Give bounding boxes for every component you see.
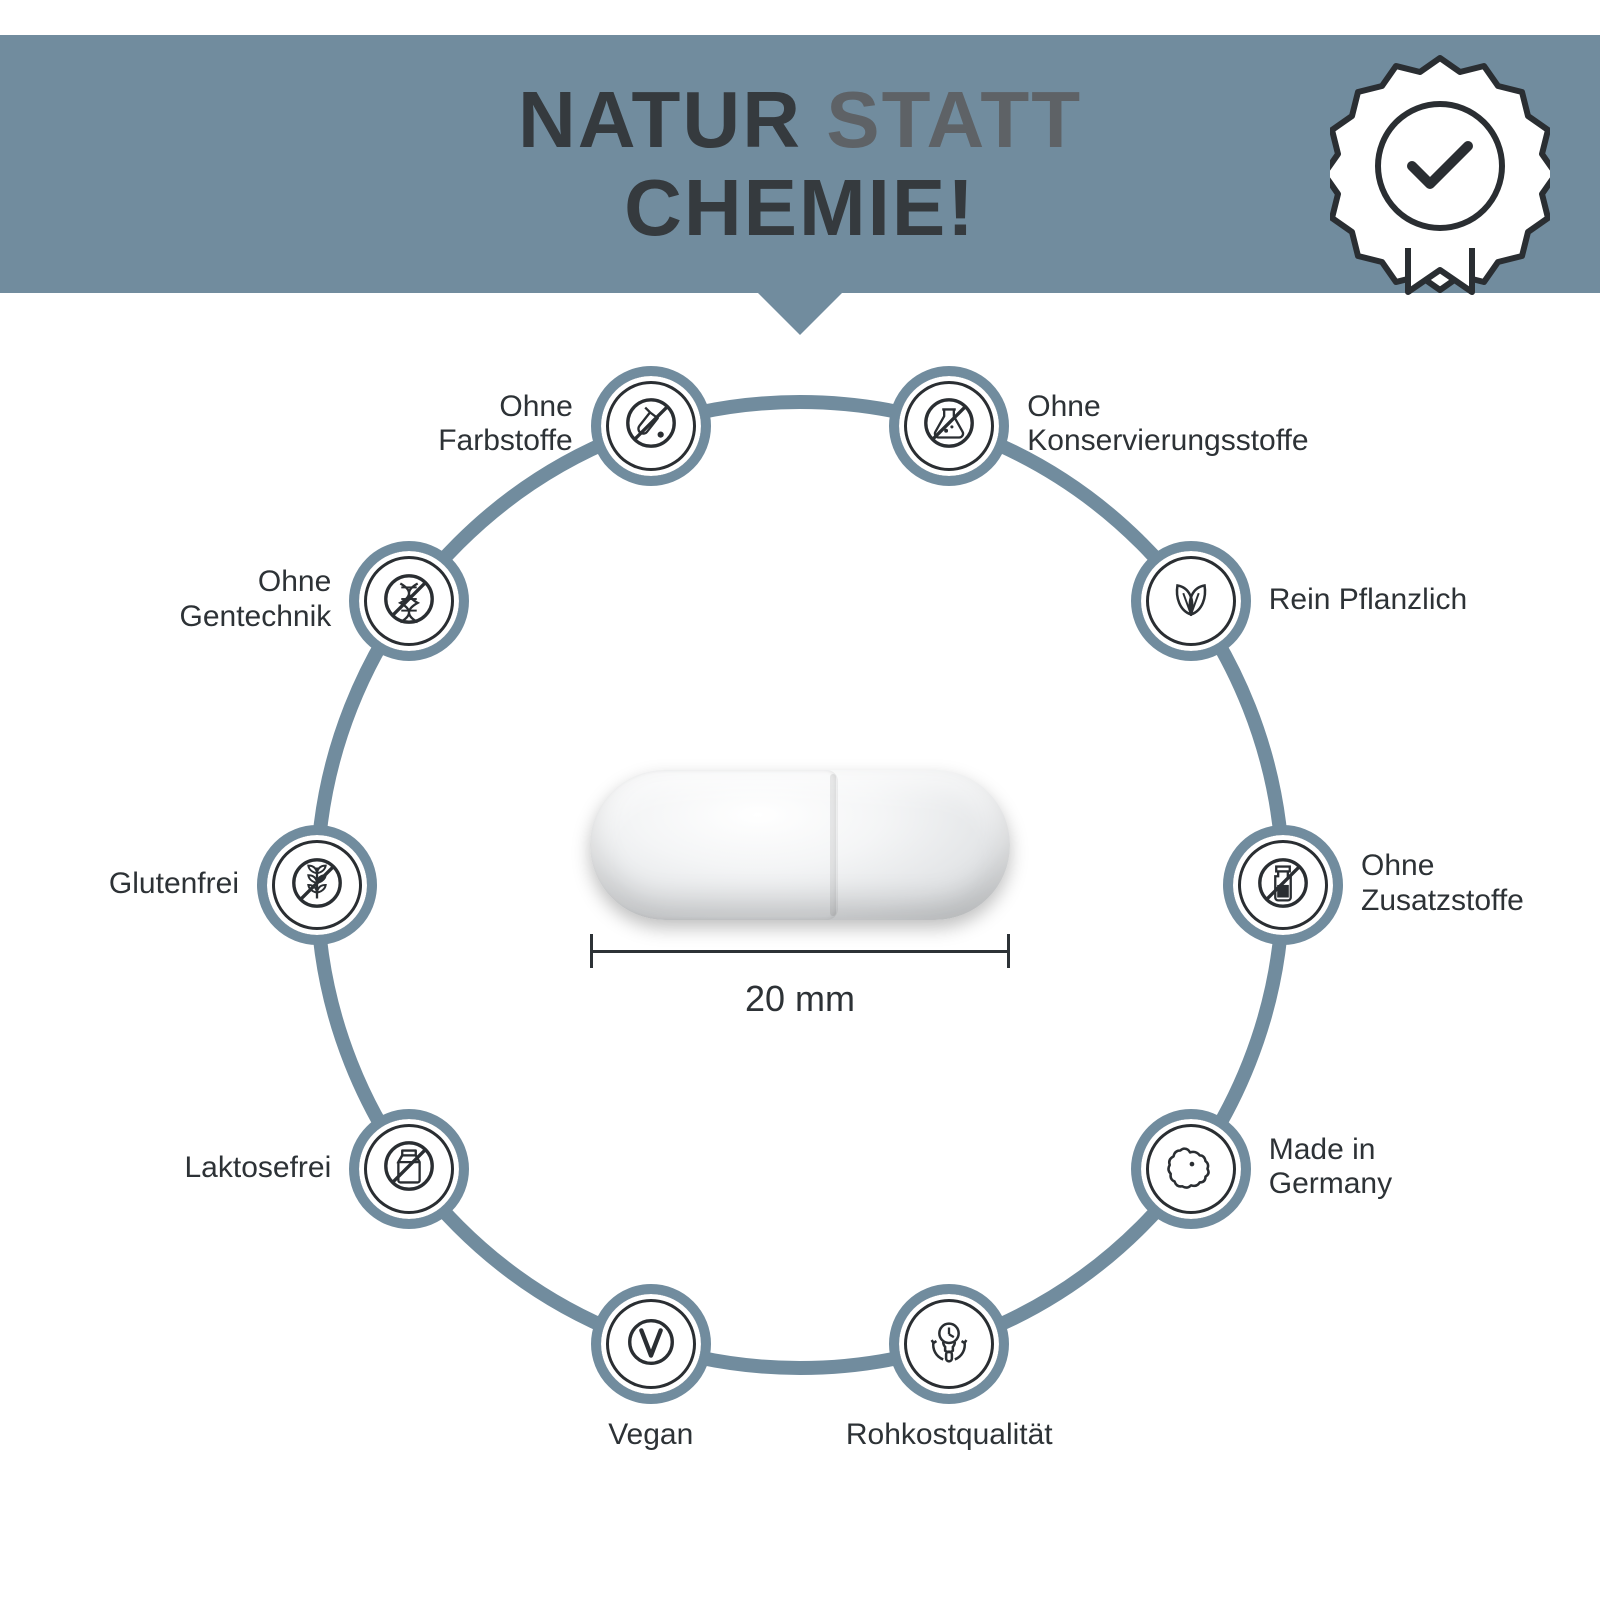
no-gmo-icon [380,570,438,633]
made-in-germany-icon [1162,1137,1220,1200]
feature-node-plant-based [1131,541,1251,661]
feature-label-made-in-germany: Made in Germany [1269,1133,1392,1202]
feature-label-no-preservative: Ohne Konservierungsstoffe [1027,390,1308,459]
feature-label-no-additives: Ohne Zusatzstoffe [1361,849,1524,918]
capsule-image [590,770,1010,920]
title-light-1: STATT [826,75,1082,164]
capsule-figure: 20 mm [590,770,1010,1020]
feature-label-gluten-free: Glutenfrei [109,867,239,902]
feature-node-no-preservative [889,366,1009,486]
measure-bar [590,934,1010,968]
feature-node-gluten-free [257,825,377,945]
lactose-free-icon [380,1137,438,1200]
feature-label-no-dye: Ohne Farbstoffe [438,390,573,459]
quality-seal-icon [1330,48,1550,313]
capsule-size-label: 20 mm [590,978,1010,1020]
feature-node-vegan [591,1284,711,1404]
feature-node-lactose-free [349,1109,469,1229]
feature-label-raw-food: Rohkostqualität [846,1418,1053,1453]
feature-label-plant-based: Rein Pflanzlich [1269,583,1467,618]
title-bold-1: NATUR [518,75,802,164]
gluten-free-icon [288,854,346,917]
feature-node-no-dye [591,366,711,486]
feature-label-lactose-free: Laktosefrei [185,1151,332,1186]
no-dye-icon [622,394,680,457]
feature-node-raw-food [889,1284,1009,1404]
no-additives-icon [1254,854,1312,917]
feature-label-vegan: Vegan [608,1418,693,1453]
raw-food-icon [920,1313,978,1376]
vegan-icon [622,1313,680,1376]
feature-node-no-gmo [349,541,469,661]
no-preservative-icon [920,394,978,457]
banner-pointer-icon [758,293,842,335]
page-title: NATUR STATT CHEMIE! [518,76,1082,252]
feature-node-no-additives [1223,825,1343,945]
feature-node-made-in-germany [1131,1109,1251,1229]
plant-based-icon [1162,570,1220,633]
feature-label-no-gmo: Ohne Gentechnik [179,565,331,634]
title-bold-2: CHEMIE! [624,163,976,252]
